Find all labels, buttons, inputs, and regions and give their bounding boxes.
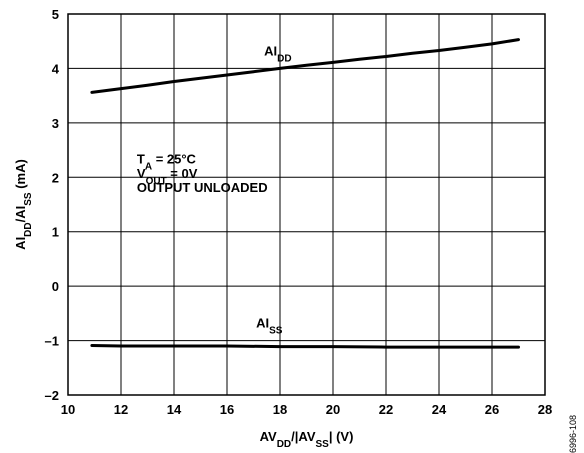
test-conditions: TA = 25°C VOUT = 0V OUTPUT UNLOADED: [137, 152, 268, 195]
series-label-ai-ss: AISS: [256, 316, 283, 337]
y-axis-label: AIDD/AISS (mA): [13, 159, 34, 250]
x-tick-label: 22: [379, 402, 393, 417]
plot-frame: [68, 14, 545, 395]
x-tick-label: 10: [61, 402, 75, 417]
x-tick-label: 28: [538, 402, 552, 417]
y-tick-label: 2: [52, 170, 59, 185]
x-tick-label: 12: [114, 402, 128, 417]
x-axis-label: AVDD/|AVSS| (V): [260, 429, 354, 450]
x-tick-label: 20: [326, 402, 340, 417]
series-line-ai-dd: [92, 40, 519, 93]
series-label-ai-dd: AIDD: [264, 43, 291, 64]
y-tick-label: 0: [52, 279, 59, 294]
y-tick-label: –1: [45, 334, 59, 349]
x-tick-label: 16: [220, 402, 234, 417]
x-tick-label: 14: [167, 402, 182, 417]
y-tick-label: 4: [52, 61, 60, 76]
y-tick-label: 3: [52, 116, 59, 131]
grid: [68, 14, 545, 395]
x-tick-label: 18: [273, 402, 287, 417]
condition-output: OUTPUT UNLOADED: [137, 180, 268, 195]
figure-id: 06996-108: [568, 415, 578, 453]
series-line-ai-ss: [92, 346, 519, 348]
y-tick-label: –2: [45, 388, 59, 403]
x-tick-label: 26: [485, 402, 499, 417]
y-tick-label: 1: [52, 225, 59, 240]
y-tick-label: 5: [52, 7, 59, 22]
x-tick-label: 24: [432, 402, 447, 417]
